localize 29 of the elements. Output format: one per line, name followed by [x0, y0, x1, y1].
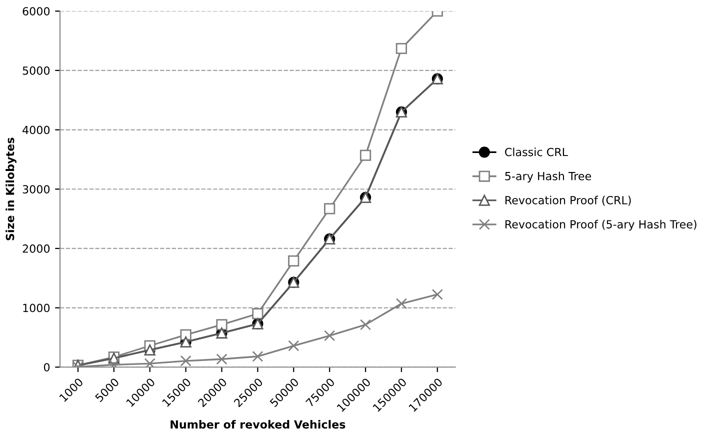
legend-label: 5-ary Hash Tree	[505, 172, 592, 182]
point	[324, 203, 336, 214]
point	[180, 355, 192, 366]
y-tick-label: 6000	[22, 7, 50, 16]
point	[396, 42, 408, 54]
point	[180, 329, 192, 340]
point	[360, 150, 372, 161]
legend-label: Revocation Proof (CRL)	[505, 196, 631, 206]
point	[396, 298, 408, 310]
y-axis-title: Size in Kilobytes	[6, 138, 16, 240]
legend-label: Classic CRL	[505, 148, 568, 156]
y-tick-label: 4000	[22, 126, 50, 134]
point	[432, 288, 443, 300]
point	[288, 255, 300, 266]
point	[252, 308, 264, 320]
point	[288, 340, 300, 352]
y-tick-label: 2000	[22, 244, 50, 253]
y-tick-label: 0	[44, 363, 50, 372]
point	[360, 319, 372, 330]
point	[216, 319, 228, 330]
point	[324, 330, 336, 342]
y-tick-label: 5000	[22, 66, 50, 75]
x-axis-title: Number of revoked Vehicles	[170, 420, 346, 429]
y-tick-label: 1000	[23, 304, 50, 312]
point	[216, 354, 228, 365]
legend-label: Revocation Proof (5-ary Hash Tree)	[505, 220, 696, 231]
point	[144, 358, 156, 368]
point	[252, 350, 264, 362]
y-tick-label: 3000	[22, 185, 50, 194]
